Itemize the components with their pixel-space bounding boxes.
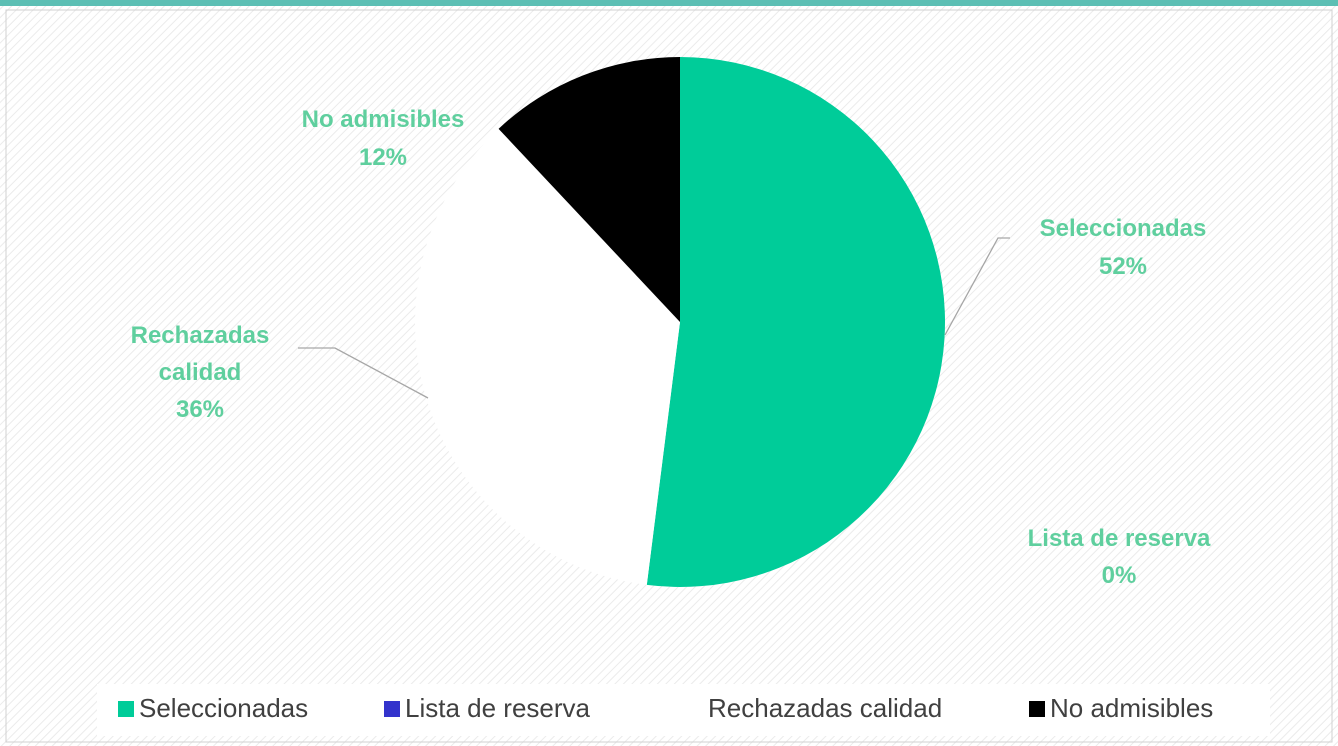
legend-label: Seleccionadas (139, 693, 308, 723)
pie-slice (498, 57, 680, 322)
legend-swatch (1029, 701, 1045, 717)
legend-label: No admisibles (1050, 693, 1213, 723)
data-label-name: Lista de reserva (1028, 525, 1211, 552)
data-label-value: 52% (1099, 253, 1147, 280)
data-label: No admisibles 12% (302, 106, 465, 171)
data-label-value: 0% (1102, 562, 1137, 589)
data-label-value: 12% (359, 144, 407, 171)
data-label: Lista de reserva 0% (1028, 525, 1211, 589)
legend-label: Lista de reserva (405, 693, 591, 723)
leader-line (298, 347, 429, 399)
pie (414, 57, 945, 587)
data-label-name: Rechazadas calidad (131, 322, 270, 386)
data-label: Seleccionadas 52% (1040, 215, 1207, 280)
data-label: Rechazadas calidad 36% (131, 322, 270, 423)
chart-border (5, 9, 1333, 743)
pie-slice (414, 128, 680, 585)
leader-line (944, 237, 1010, 336)
pie-slice (646, 57, 945, 587)
data-label-name: No admisibles (302, 106, 465, 133)
legend-box (97, 684, 1270, 736)
data-labels: Seleccionadas 52% Lista de reserva 0% Rechaz… (131, 106, 1211, 589)
data-label-value: 36% (176, 396, 224, 423)
top-border (0, 0, 1338, 6)
legend-label: Rechazadas calidad (708, 693, 942, 723)
legend-swatch (687, 701, 703, 717)
data-label-name: Seleccionadas (1040, 215, 1207, 242)
legend-swatch (384, 701, 400, 717)
legend-swatch (118, 701, 134, 717)
legend: Seleccionadas Lista de reserva Rechazadas … (118, 693, 1213, 723)
